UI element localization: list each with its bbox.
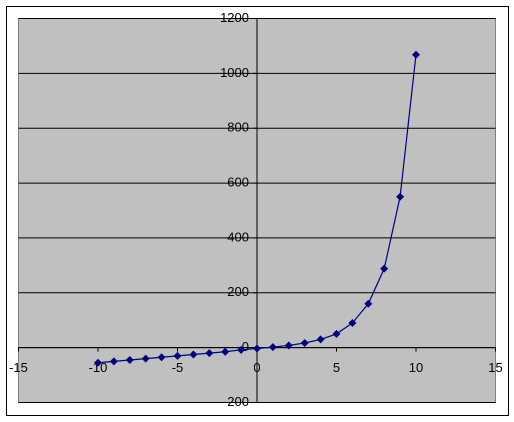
data-point — [396, 192, 405, 201]
data-point — [205, 349, 214, 358]
data-point — [125, 355, 134, 364]
y-tick-label: 600 — [227, 175, 249, 190]
x-tick-label: -10 — [89, 360, 108, 375]
x-tick-label: 5 — [333, 360, 340, 375]
data-point — [173, 351, 182, 360]
x-tick-label: -15 — [9, 360, 28, 375]
y-tick-label: 800 — [227, 120, 249, 135]
data-point — [300, 338, 309, 347]
data-point — [316, 335, 325, 344]
x-tick-label: -5 — [172, 360, 184, 375]
y-tick-label: 200 — [227, 284, 249, 299]
data-point — [348, 318, 357, 327]
data-point — [364, 299, 373, 308]
data-point — [332, 329, 341, 338]
x-tick-label: 10 — [409, 360, 423, 375]
y-tick-label: 0 — [242, 339, 249, 354]
data-point — [157, 353, 166, 362]
data-point — [109, 357, 118, 366]
y-tick-label: 1200 — [220, 10, 249, 25]
y-tick-label: -200 — [223, 394, 249, 409]
data-point — [284, 341, 293, 350]
y-tick-label: 1000 — [220, 65, 249, 80]
data-point — [221, 347, 230, 356]
data-point — [189, 350, 198, 359]
data-point — [94, 358, 102, 367]
data-point — [253, 344, 261, 353]
data-point — [268, 343, 277, 352]
data-point — [237, 345, 246, 354]
data-point — [412, 50, 420, 59]
data-point — [141, 354, 150, 363]
x-tick-label: 15 — [488, 360, 502, 375]
data-point — [380, 264, 389, 273]
y-tick-label: 400 — [227, 229, 249, 244]
